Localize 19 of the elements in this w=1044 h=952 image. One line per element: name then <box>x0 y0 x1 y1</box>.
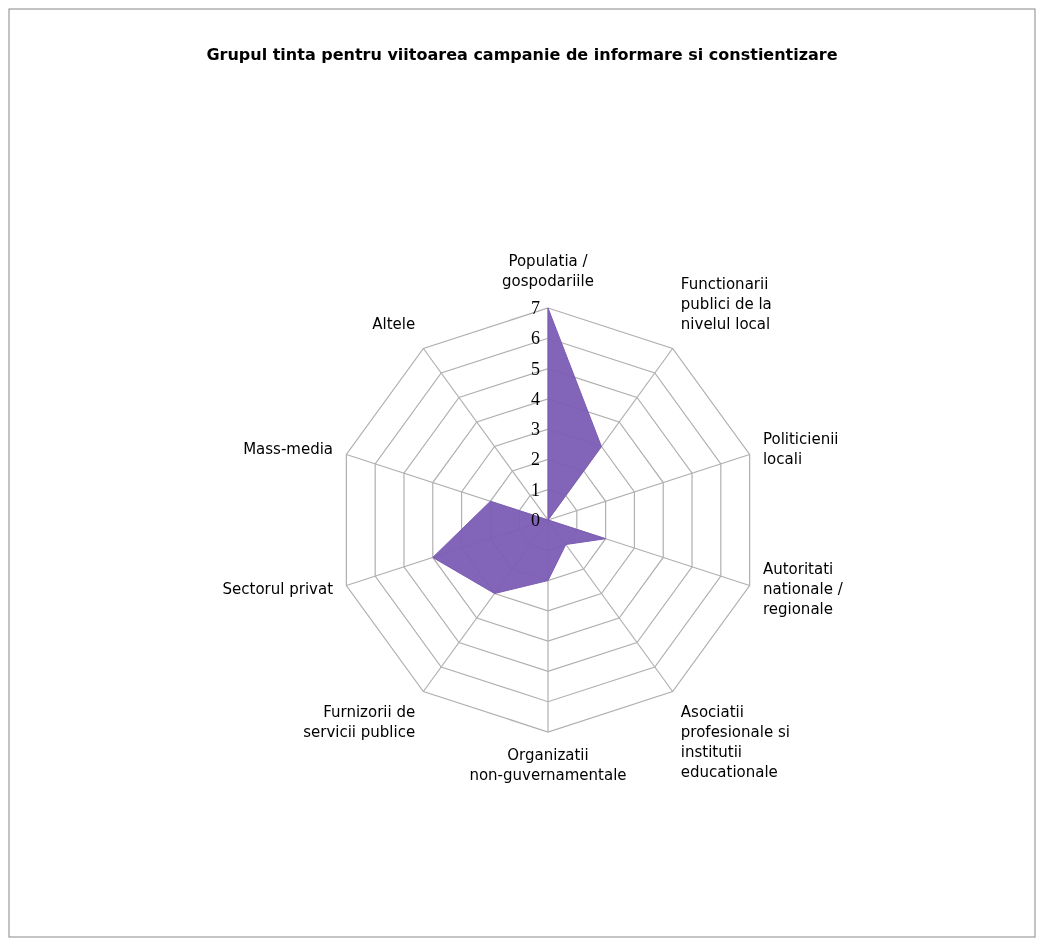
spoke-label: Autoritati nationale / regionale <box>762 559 844 618</box>
spoke-label: Sectorul privat <box>222 579 334 598</box>
y-tick-label: 3 <box>531 419 540 440</box>
spoke-label: Functionarii publici de la nivelul local <box>680 275 772 334</box>
spoke-label: Altele <box>372 315 416 334</box>
spoke-label: Furnizorii de servicii publice <box>303 702 416 741</box>
spoke-label: Asociatii profesionale si institutii educationale <box>680 702 790 781</box>
y-tick-label: 4 <box>531 388 540 409</box>
y-tick-label: 5 <box>531 358 540 379</box>
spoke-label: Organizatii non-guvernamentale <box>469 746 627 784</box>
spoke-label: Mass-media <box>243 440 334 459</box>
chart-title: Grupul tinta pentru viitoarea campanie de informare si constientizare <box>206 45 838 64</box>
y-tick-label: 2 <box>531 449 540 470</box>
y-tick-label: 6 <box>531 328 540 349</box>
y-tick-label: 0 <box>531 510 540 530</box>
spoke-label: Politicienii locali <box>762 430 839 469</box>
spoke-label: Populatia / gospodariile <box>502 252 594 290</box>
y-tick-label: 1 <box>531 479 540 500</box>
y-tick-label: 7 <box>531 298 540 318</box>
